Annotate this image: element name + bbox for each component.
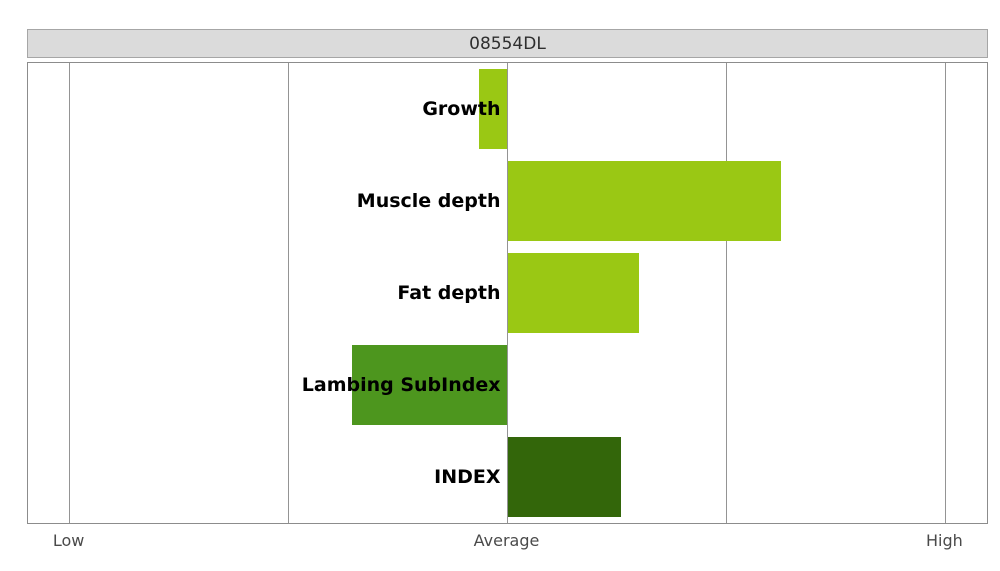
bar-label-fat-depth: Fat depth — [397, 282, 501, 304]
gridline — [725, 63, 727, 523]
axis-tick-label-average: Average — [473, 531, 540, 550]
bar-fat-depth — [507, 253, 639, 333]
bar-muscle-depth — [507, 161, 782, 241]
x-axis: Low Average High — [0, 531, 1000, 557]
axis-tick-label-high: High — [926, 531, 963, 550]
bar-lambing-subindex — [352, 345, 508, 425]
bar-label-lambing-subindex: Lambing SubIndex — [301, 374, 501, 396]
gridline — [288, 63, 290, 523]
chart-title: 08554DL — [469, 33, 546, 54]
gridline — [69, 63, 71, 523]
bar-index — [507, 437, 622, 517]
bar-label-index: INDEX — [434, 466, 501, 488]
plot-area: Growth Muscle depth Fat depth Lambing SubIn… — [27, 62, 988, 524]
bar-growth — [479, 69, 508, 149]
gridline — [944, 63, 946, 523]
axis-tick-label-low: Low — [52, 531, 85, 550]
bar-label-growth: Growth — [422, 98, 501, 120]
chart-title-strip: 08554DL — [27, 29, 988, 58]
bar-label-muscle-depth: Muscle depth — [356, 190, 501, 212]
